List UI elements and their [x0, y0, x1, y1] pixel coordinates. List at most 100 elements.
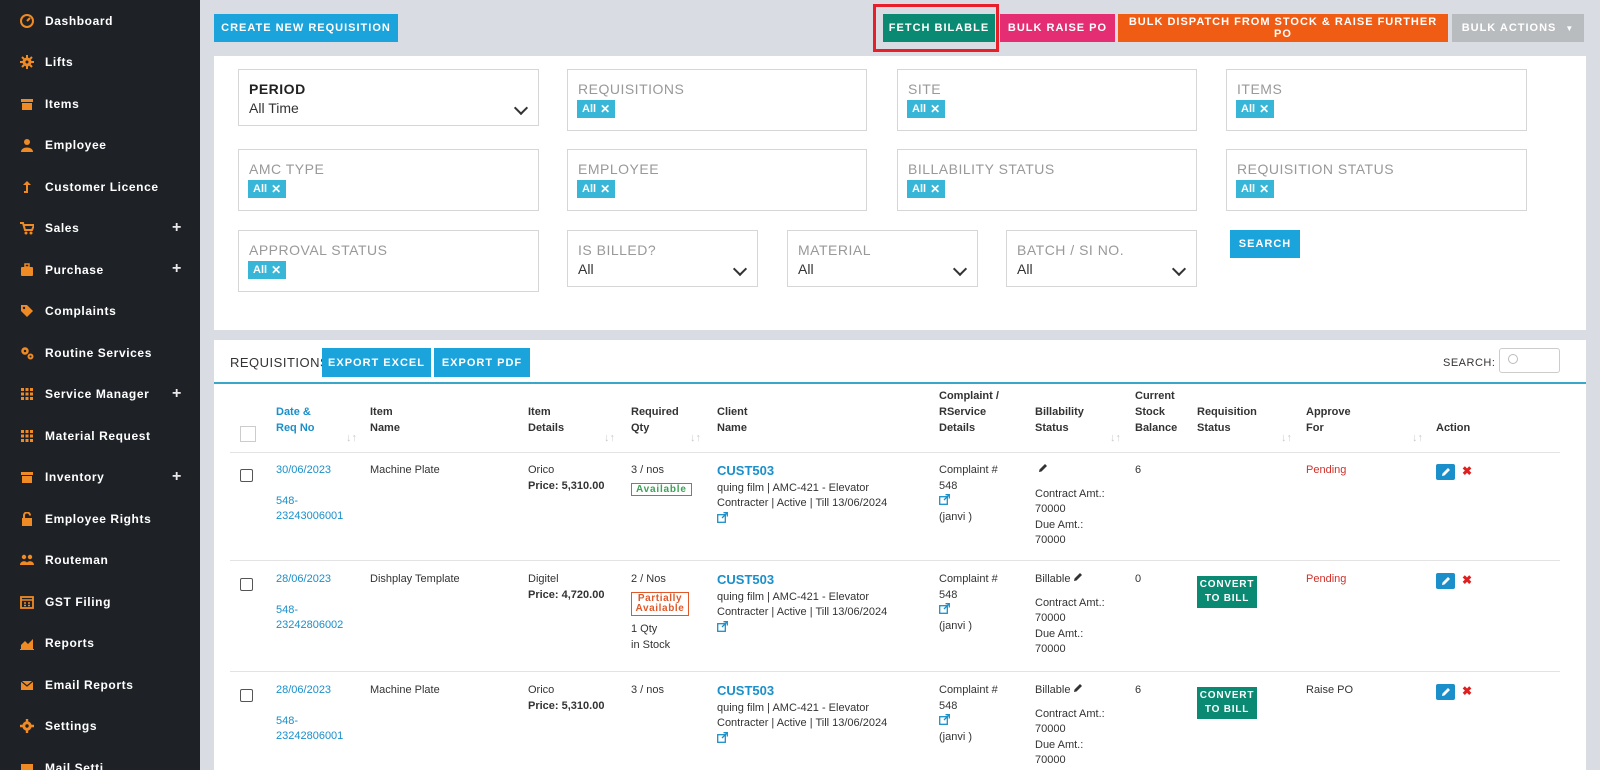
- delete-x-icon[interactable]: ✖: [1462, 573, 1473, 587]
- sidebar-item-sales[interactable]: Sales +: [0, 208, 200, 250]
- sort-icon[interactable]: ↓↑: [1281, 432, 1292, 444]
- row-checkbox[interactable]: [240, 689, 253, 702]
- search-button[interactable]: SEARCH: [1230, 230, 1300, 258]
- requisition-status-filter[interactable]: REQUISITION STATUS All ✕: [1226, 149, 1527, 211]
- create-requisition-button[interactable]: CREATE NEW REQUISITION: [214, 14, 398, 42]
- external-link-icon[interactable]: [939, 603, 998, 619]
- row-checkbox[interactable]: [240, 578, 253, 591]
- column-header-req-status[interactable]: Requisition Status: [1197, 404, 1257, 436]
- row-checkbox[interactable]: [240, 469, 253, 482]
- export-excel-button[interactable]: EXPORT EXCEL: [322, 348, 431, 377]
- sidebar-item-routine-services[interactable]: Routine Services: [0, 332, 200, 374]
- req-date-link[interactable]: 28/06/2023 548- 23242806001: [276, 683, 343, 745]
- items-chip[interactable]: All ✕: [1236, 100, 1275, 118]
- requisitions-chip[interactable]: All ✕: [577, 100, 616, 118]
- close-icon[interactable]: ✕: [600, 102, 611, 116]
- column-header-item-name[interactable]: Item Name: [370, 404, 400, 436]
- site-chip[interactable]: All ✕: [907, 100, 946, 118]
- expand-plus-icon[interactable]: +: [172, 218, 182, 236]
- column-header-required-qty[interactable]: Required Qty: [631, 404, 679, 436]
- approval-status-filter[interactable]: APPROVAL STATUS All ✕: [238, 230, 539, 292]
- close-icon[interactable]: ✕: [1259, 102, 1270, 116]
- site-filter[interactable]: SITE All ✕: [897, 69, 1197, 131]
- pencil-icon[interactable]: [1073, 573, 1083, 585]
- sidebar-item-items[interactable]: Items: [0, 83, 200, 125]
- sidebar-item-employee[interactable]: Employee: [0, 125, 200, 167]
- sidebar-item-customer-licence[interactable]: Customer Licence: [0, 166, 200, 208]
- amc-type-chip[interactable]: All ✕: [248, 180, 287, 198]
- select-all-checkbox[interactable]: [240, 426, 256, 442]
- expand-plus-icon[interactable]: +: [172, 260, 182, 277]
- sort-icon[interactable]: ↓↑: [1412, 432, 1423, 444]
- billability-status-filter[interactable]: BILLABILITY STATUS All ✕: [897, 149, 1197, 211]
- column-header-stock[interactable]: Current Stock Balance: [1135, 388, 1177, 436]
- client-code-link[interactable]: CUST503: [717, 463, 775, 478]
- column-header-approve-for[interactable]: Approve For: [1306, 404, 1351, 436]
- column-header-date[interactable]: Date & Req No: [276, 404, 315, 436]
- edit-button[interactable]: [1436, 464, 1455, 480]
- bulk-dispatch-button[interactable]: BULK DISPATCH FROM STOCK & RAISE FURTHER…: [1118, 14, 1448, 42]
- items-filter[interactable]: ITEMS All ✕: [1226, 69, 1527, 131]
- client-code-link[interactable]: CUST503: [717, 572, 775, 587]
- external-link-icon[interactable]: [939, 714, 998, 730]
- column-header-complaint[interactable]: Complaint / RService Details: [939, 388, 999, 436]
- external-link-icon[interactable]: [717, 511, 728, 526]
- sort-icon[interactable]: ↓↑: [1110, 432, 1121, 444]
- bulk-raise-po-button[interactable]: BULK RAISE PO: [1000, 14, 1115, 42]
- close-icon[interactable]: ✕: [600, 182, 611, 196]
- sidebar-item-routeman[interactable]: Routeman: [0, 540, 200, 582]
- edit-button[interactable]: [1436, 573, 1455, 589]
- fetch-billable-button[interactable]: FETCH BILABLE: [883, 14, 995, 42]
- sidebar-item-settings[interactable]: Settings: [0, 706, 200, 748]
- close-icon[interactable]: ✕: [930, 182, 941, 196]
- close-icon[interactable]: ✕: [271, 263, 282, 277]
- delete-x-icon[interactable]: ✖: [1462, 684, 1473, 698]
- sort-icon[interactable]: ↓↑: [346, 432, 357, 444]
- sidebar-item-gst-filing[interactable]: GST Filing: [0, 581, 200, 623]
- sidebar-item-lifts[interactable]: Lifts: [0, 42, 200, 84]
- external-link-icon[interactable]: [939, 494, 998, 510]
- pencil-icon[interactable]: [1073, 684, 1083, 696]
- export-pdf-button[interactable]: EXPORT PDF: [434, 348, 530, 377]
- column-header-item-details[interactable]: Item Details: [528, 404, 564, 436]
- is-billed-select[interactable]: IS BILLED? All: [567, 230, 758, 287]
- employee-chip[interactable]: All ✕: [577, 180, 616, 198]
- sidebar-item-dashboard[interactable]: Dashboard: [0, 0, 200, 42]
- requisition-status-chip[interactable]: All ✕: [1236, 180, 1275, 198]
- sort-icon[interactable]: ↓↑: [604, 432, 615, 444]
- sidebar-item-purchase[interactable]: Purchase +: [0, 249, 200, 291]
- external-link-icon[interactable]: [717, 620, 728, 635]
- column-header-billability[interactable]: Billability Status: [1035, 404, 1084, 436]
- column-header-client-name[interactable]: Client Name: [717, 404, 748, 436]
- edit-button[interactable]: [1436, 684, 1455, 700]
- expand-plus-icon[interactable]: +: [172, 384, 182, 402]
- period-select[interactable]: PERIOD All Time: [238, 69, 539, 126]
- sidebar-item-service-manager[interactable]: Service Manager +: [0, 374, 200, 416]
- sidebar-item-material-request[interactable]: Material Request: [0, 415, 200, 457]
- client-code-link[interactable]: CUST503: [717, 683, 775, 698]
- sort-icon[interactable]: ↓↑: [690, 432, 701, 444]
- sidebar-item-email-reports[interactable]: Email Reports: [0, 664, 200, 706]
- material-select[interactable]: MATERIAL All: [787, 230, 978, 287]
- req-date-link[interactable]: 30/06/2023 548- 23243006001: [276, 463, 343, 525]
- sidebar-item-employee-rights[interactable]: Employee Rights: [0, 498, 200, 540]
- search-input[interactable]: [1499, 348, 1560, 373]
- close-icon[interactable]: ✕: [930, 102, 941, 116]
- delete-x-icon[interactable]: ✖: [1462, 464, 1473, 478]
- external-link-icon[interactable]: [717, 731, 728, 746]
- sidebar-item-mail-setti[interactable]: Mail Setti...: [0, 747, 200, 770]
- amc-type-filter[interactable]: AMC TYPE All ✕: [238, 149, 539, 211]
- bulk-actions-dropdown[interactable]: BULK ACTIONS ▼: [1452, 14, 1584, 42]
- billability-status-chip[interactable]: All ✕: [907, 180, 946, 198]
- expand-plus-icon[interactable]: +: [172, 467, 182, 485]
- requisitions-filter[interactable]: REQUISITIONS All ✕: [567, 69, 867, 131]
- sidebar-item-inventory[interactable]: Inventory +: [0, 457, 200, 499]
- pencil-icon[interactable]: [1038, 464, 1048, 476]
- convert-to-bill-button[interactable]: CONVERT TO BILL: [1197, 576, 1257, 608]
- convert-to-bill-button[interactable]: CONVERT TO BILL: [1197, 687, 1257, 719]
- close-icon[interactable]: ✕: [271, 182, 282, 196]
- approval-status-chip[interactable]: All ✕: [248, 261, 287, 279]
- employee-filter[interactable]: EMPLOYEE All ✕: [567, 149, 867, 211]
- sidebar-item-reports[interactable]: Reports: [0, 623, 200, 665]
- sidebar-item-complaints[interactable]: Complaints: [0, 291, 200, 333]
